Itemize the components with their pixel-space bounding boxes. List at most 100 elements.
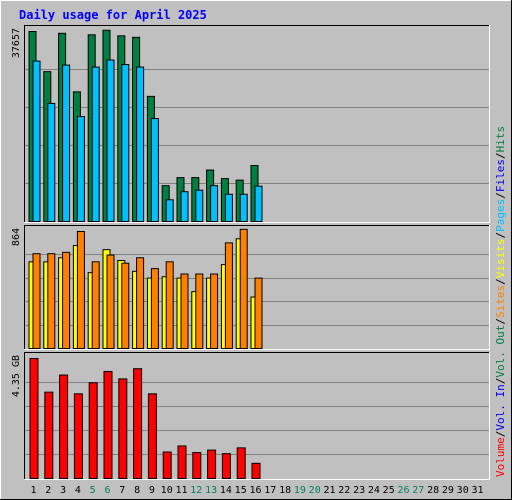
bar-sites-day-6 — [106, 254, 115, 349]
bar-volume-day-12 — [192, 452, 202, 480]
legend: Volume/Vol. In/Vol. Out/Sites/Visits/Pag… — [494, 126, 507, 477]
day-label: 1 — [30, 485, 36, 496]
bar-volume-day-14 — [221, 453, 231, 480]
legend-separator: / — [494, 278, 507, 285]
day-label: 25 — [383, 485, 395, 496]
y-max-label: 37657 — [11, 28, 22, 58]
bar-sites-day-7 — [121, 262, 130, 349]
bar-files-day-16 — [254, 185, 263, 222]
day-label: 17 — [264, 485, 276, 496]
bar-volume-day-5 — [88, 382, 98, 479]
bar-files-day-11 — [180, 191, 189, 222]
day-label: 11 — [175, 485, 187, 496]
chart-panels: 37657 864 4.35 GB — [11, 25, 490, 480]
day-label: 22 — [338, 485, 350, 496]
legend-separator: / — [494, 232, 507, 239]
bar-sites-day-12 — [195, 273, 204, 350]
bar-files-day-15 — [239, 193, 248, 223]
bar-files-day-5 — [91, 66, 100, 222]
legend-item-files: Files — [494, 159, 507, 192]
legend-item-visits: Visits — [494, 239, 507, 279]
bar-sites-day-1 — [32, 253, 41, 349]
y-max-label: 864 — [11, 228, 22, 246]
day-label: 3 — [60, 485, 66, 496]
bar-sites-day-11 — [180, 273, 189, 350]
legend-item-pages: Pages — [494, 199, 507, 232]
bar-files-day-10 — [165, 199, 174, 223]
bar-volume-day-3 — [59, 374, 69, 479]
bar-files-day-7 — [121, 64, 130, 223]
legend-separator: / — [494, 152, 507, 159]
bar-sites-day-16 — [254, 277, 263, 350]
chart-title: Daily usage for April 2025 — [19, 8, 207, 22]
bar-volume-day-4 — [73, 393, 83, 479]
day-label: 7 — [119, 485, 125, 496]
panel-hits-files: 37657 — [11, 25, 490, 223]
day-label: 24 — [368, 485, 380, 496]
day-label: 29 — [442, 485, 454, 496]
day-label: 27 — [412, 485, 424, 496]
bar-files-day-6 — [106, 59, 115, 222]
bar-files-day-3 — [62, 64, 71, 222]
bar-volume-day-1 — [29, 358, 39, 479]
bar-files-day-4 — [76, 116, 85, 222]
bar-sites-day-9 — [150, 268, 159, 349]
bar-volume-day-6 — [103, 370, 113, 479]
day-label: 2 — [45, 485, 51, 496]
legend-item-volume: Volume — [494, 437, 507, 477]
bar-volume-day-7 — [118, 378, 128, 479]
bar-volume-day-2 — [44, 391, 54, 480]
bar-volume-day-15 — [236, 447, 246, 479]
bar-volume-day-16 — [251, 462, 261, 479]
day-labels: 1 2 3 4 5 6 7 8 9 10 11 12 13 14 15 16 17 18 19 20 21 22 23 24 2… — [30, 485, 483, 496]
legend-separator: / — [494, 318, 507, 325]
bar-sites-day-10 — [165, 261, 174, 350]
plot-area — [24, 352, 489, 479]
legend-separator: / — [494, 431, 507, 438]
day-label: 9 — [149, 485, 155, 496]
bar-sites-day-5 — [91, 261, 100, 350]
day-label: 16 — [249, 485, 261, 496]
day-label: 8 — [134, 485, 140, 496]
day-label: 28 — [427, 485, 439, 496]
bar-volume-day-8 — [133, 368, 143, 480]
day-label: 6 — [104, 485, 110, 496]
bar-volume-day-13 — [207, 449, 217, 480]
bar-volume-day-9 — [147, 393, 157, 479]
bar-files-day-9 — [150, 118, 159, 222]
bar-files-day-1 — [32, 60, 41, 222]
legend-item-vol-in: Vol. In — [494, 384, 507, 430]
legend-item-hits: Hits — [494, 126, 507, 153]
day-label: 31 — [471, 485, 483, 496]
legend-text: Volume/Vol. In/Vol. Out/Sites/Visits/Pag… — [494, 126, 507, 477]
day-label: 15 — [235, 485, 247, 496]
bar-files-day-2 — [47, 102, 56, 222]
y-max-label: 4.35 GB — [11, 355, 22, 397]
bar-sites-day-15 — [239, 228, 248, 349]
legend-separator: / — [494, 192, 507, 199]
panel-visits-sites: 864 — [11, 225, 490, 350]
day-label: 19 — [294, 485, 306, 496]
day-label: 20 — [309, 485, 321, 496]
day-label: 23 — [353, 485, 365, 496]
legend-item-vol-out: Vol. Out — [494, 325, 507, 378]
bar-files-day-8 — [136, 66, 145, 222]
bar-sites-day-8 — [136, 257, 145, 350]
day-label: 26 — [397, 485, 409, 496]
bar-sites-day-3 — [62, 251, 71, 350]
day-label: 10 — [161, 485, 173, 496]
bar-sites-day-4 — [76, 231, 85, 349]
bar-sites-day-2 — [47, 253, 56, 349]
day-label: 5 — [90, 485, 96, 496]
day-label: 13 — [205, 485, 217, 496]
day-label: 14 — [220, 485, 232, 496]
bar-files-day-14 — [224, 193, 233, 223]
day-label: 21 — [323, 485, 335, 496]
day-label: 18 — [279, 485, 291, 496]
bar-files-day-13 — [210, 185, 219, 223]
panel-volume: 4.35 GB — [11, 352, 490, 480]
bar-sites-day-14 — [224, 242, 233, 349]
legend-separator: / — [494, 378, 507, 385]
bar-files-day-12 — [195, 189, 204, 222]
